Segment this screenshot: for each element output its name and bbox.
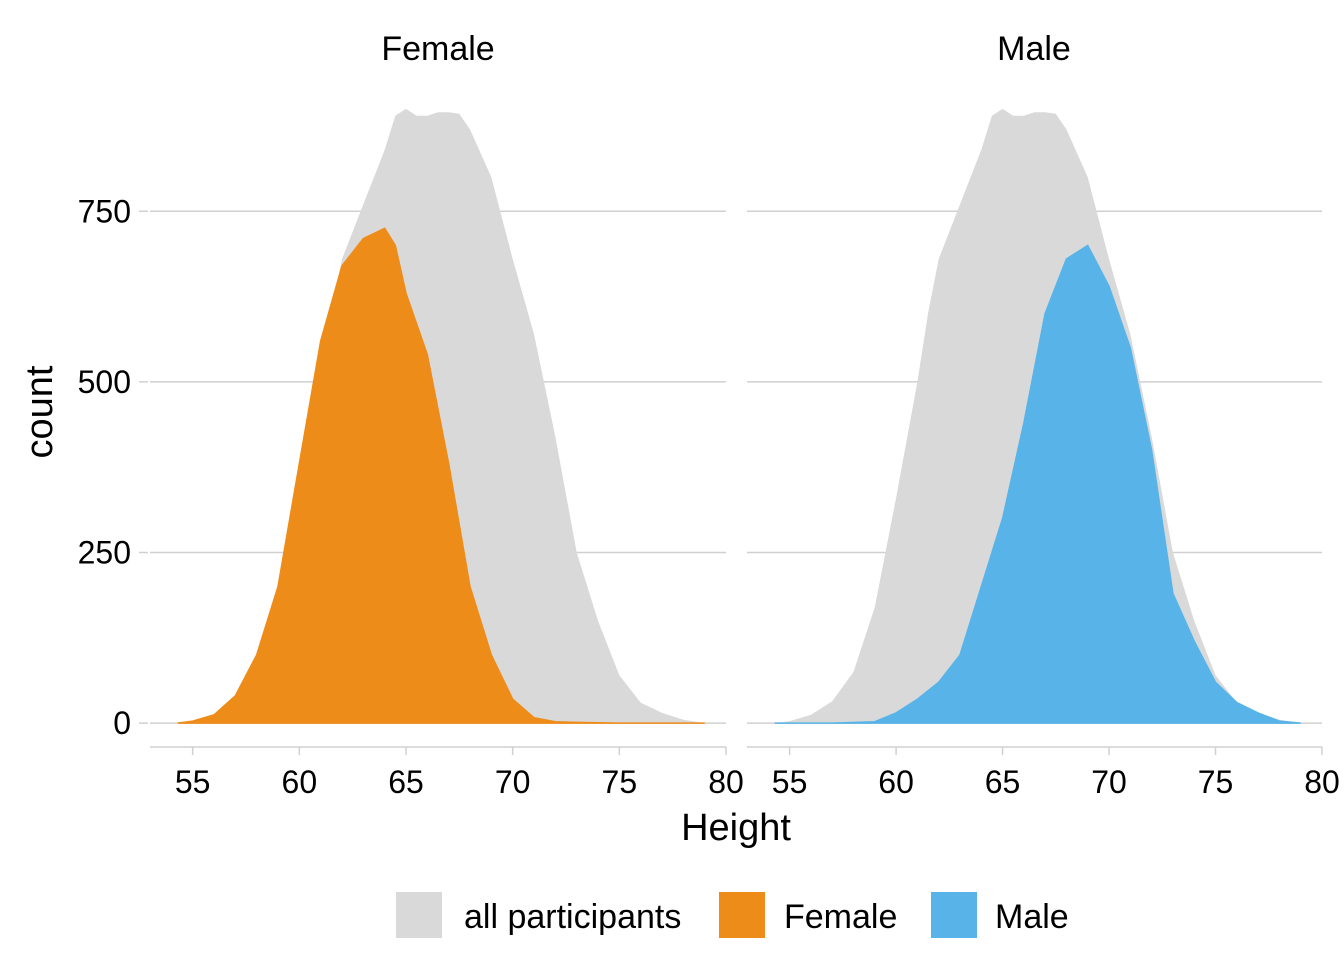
y-tick-label: 0	[113, 705, 131, 741]
y-tick-label: 500	[78, 364, 131, 400]
legend-swatch-male	[931, 892, 977, 938]
panel-title-male: Male	[997, 30, 1071, 68]
x-tick-label: 70	[1091, 764, 1127, 800]
x-tick-label: 65	[388, 764, 424, 800]
y-ticks: 0 250 500 750	[78, 193, 148, 741]
legend-label-female: Female	[784, 898, 897, 936]
x-tick-label: 75	[1198, 764, 1234, 800]
x-tick-label: 60	[878, 764, 914, 800]
x-tick-label: 70	[495, 764, 531, 800]
x-tick-label: 55	[175, 764, 211, 800]
legend: all participants Female Male	[396, 892, 1069, 938]
panel-male: Male 55 60 65 70 75 80	[747, 30, 1340, 800]
legend-label-male: Male	[995, 898, 1069, 936]
y-axis-label: count	[19, 365, 61, 458]
x-tick-label: 75	[602, 764, 638, 800]
y-tick-label: 250	[78, 534, 131, 570]
x-tick-label: 65	[985, 764, 1021, 800]
x-ticks: 55 60 65 70 75 80	[175, 747, 744, 800]
x-tick-label: 60	[282, 764, 318, 800]
x-tick-label: 80	[1304, 764, 1340, 800]
x-tick-label: 55	[772, 764, 808, 800]
y-tick-label: 750	[78, 193, 131, 229]
legend-label-all-participants: all participants	[464, 898, 681, 936]
area-male	[774, 244, 1301, 724]
panel-female: Female 55 60 65 70 75 80	[150, 30, 744, 800]
x-axis-label: Height	[681, 807, 791, 849]
legend-swatch-female	[719, 892, 765, 938]
x-tick-label: 80	[708, 764, 744, 800]
x-ticks: 55 60 65 70 75 80	[772, 747, 1340, 800]
panel-title-female: Female	[381, 30, 494, 68]
area-female	[177, 227, 705, 724]
legend-swatch-all-participants	[396, 892, 442, 938]
